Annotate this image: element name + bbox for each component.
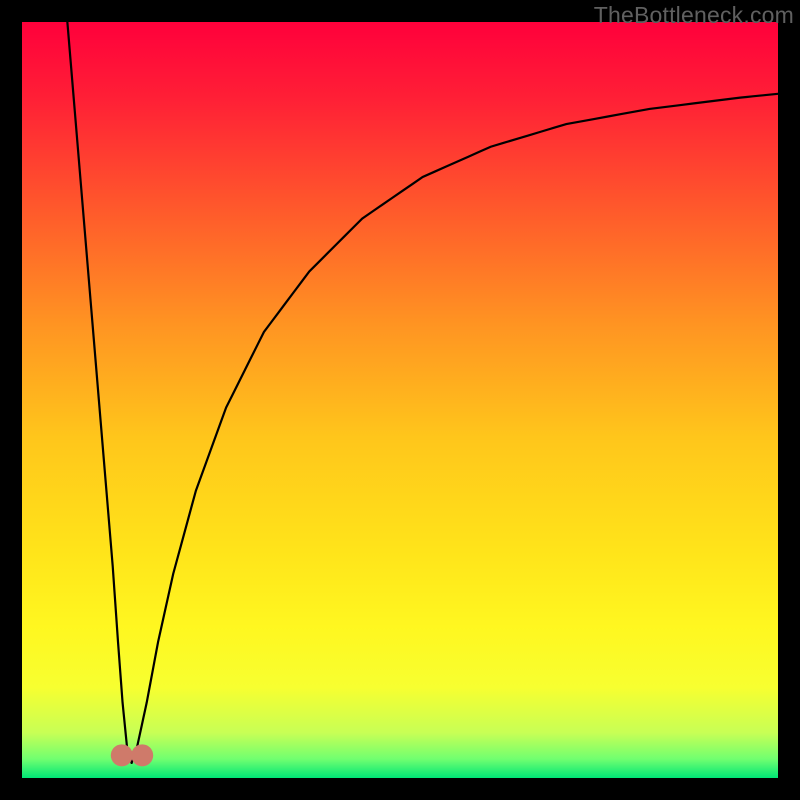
chart-container: TheBottleneck.com <box>0 0 800 800</box>
plot-background <box>22 22 778 778</box>
base-marker-0 <box>111 744 133 766</box>
bottleneck-chart <box>0 0 800 800</box>
watermark-text: TheBottleneck.com <box>594 0 800 29</box>
base-marker-1 <box>131 744 153 766</box>
